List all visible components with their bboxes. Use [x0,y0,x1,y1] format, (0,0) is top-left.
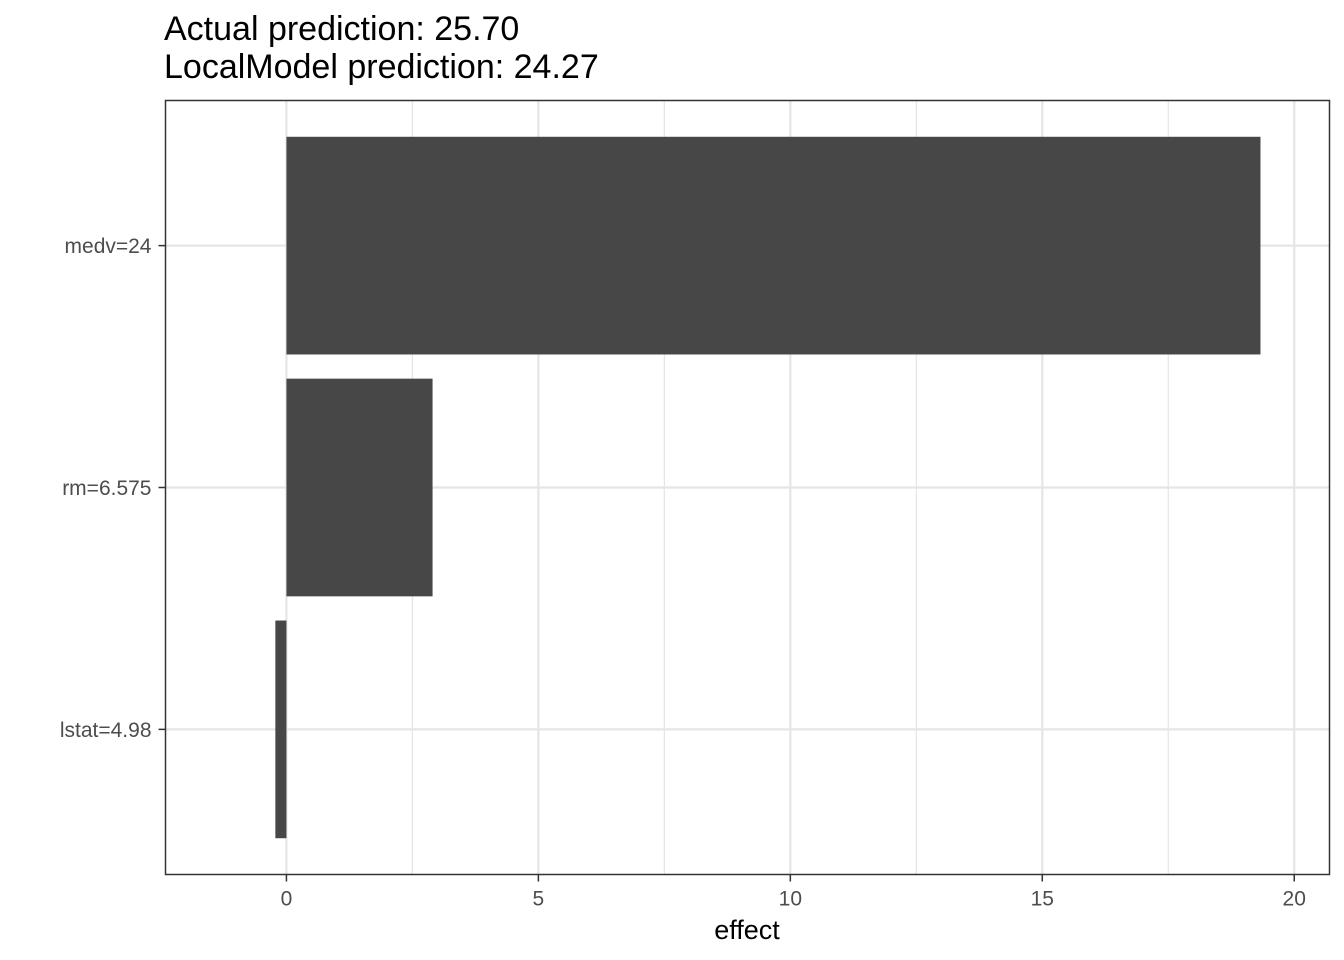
chart-title: Actual prediction: 25.70 [164,10,519,48]
x-tick-label: 10 [779,888,802,911]
x-axis: 0 5 10 15 20 [281,874,1306,911]
x-tick-label: 0 [281,888,293,911]
x-axis-title: effect [714,915,780,945]
x-tick-label: 15 [1031,888,1054,911]
x-tick-label: 5 [533,888,545,911]
bar-medv=24 [286,136,1261,355]
y-axis: medv=24 rm=6.575 lstat=4.98 [60,235,166,742]
x-tick-label: 20 [1283,888,1306,911]
y-tick-label: lstat=4.98 [60,719,152,742]
y-tick-label: rm=6.575 [62,477,151,500]
bar-rm=6.575 [286,378,433,597]
chart-subtitle: LocalModel prediction: 24.27 [164,48,599,86]
y-tick-label: medv=24 [65,235,152,258]
bars [275,136,1261,839]
bar-lstat=4.98 [275,620,287,839]
